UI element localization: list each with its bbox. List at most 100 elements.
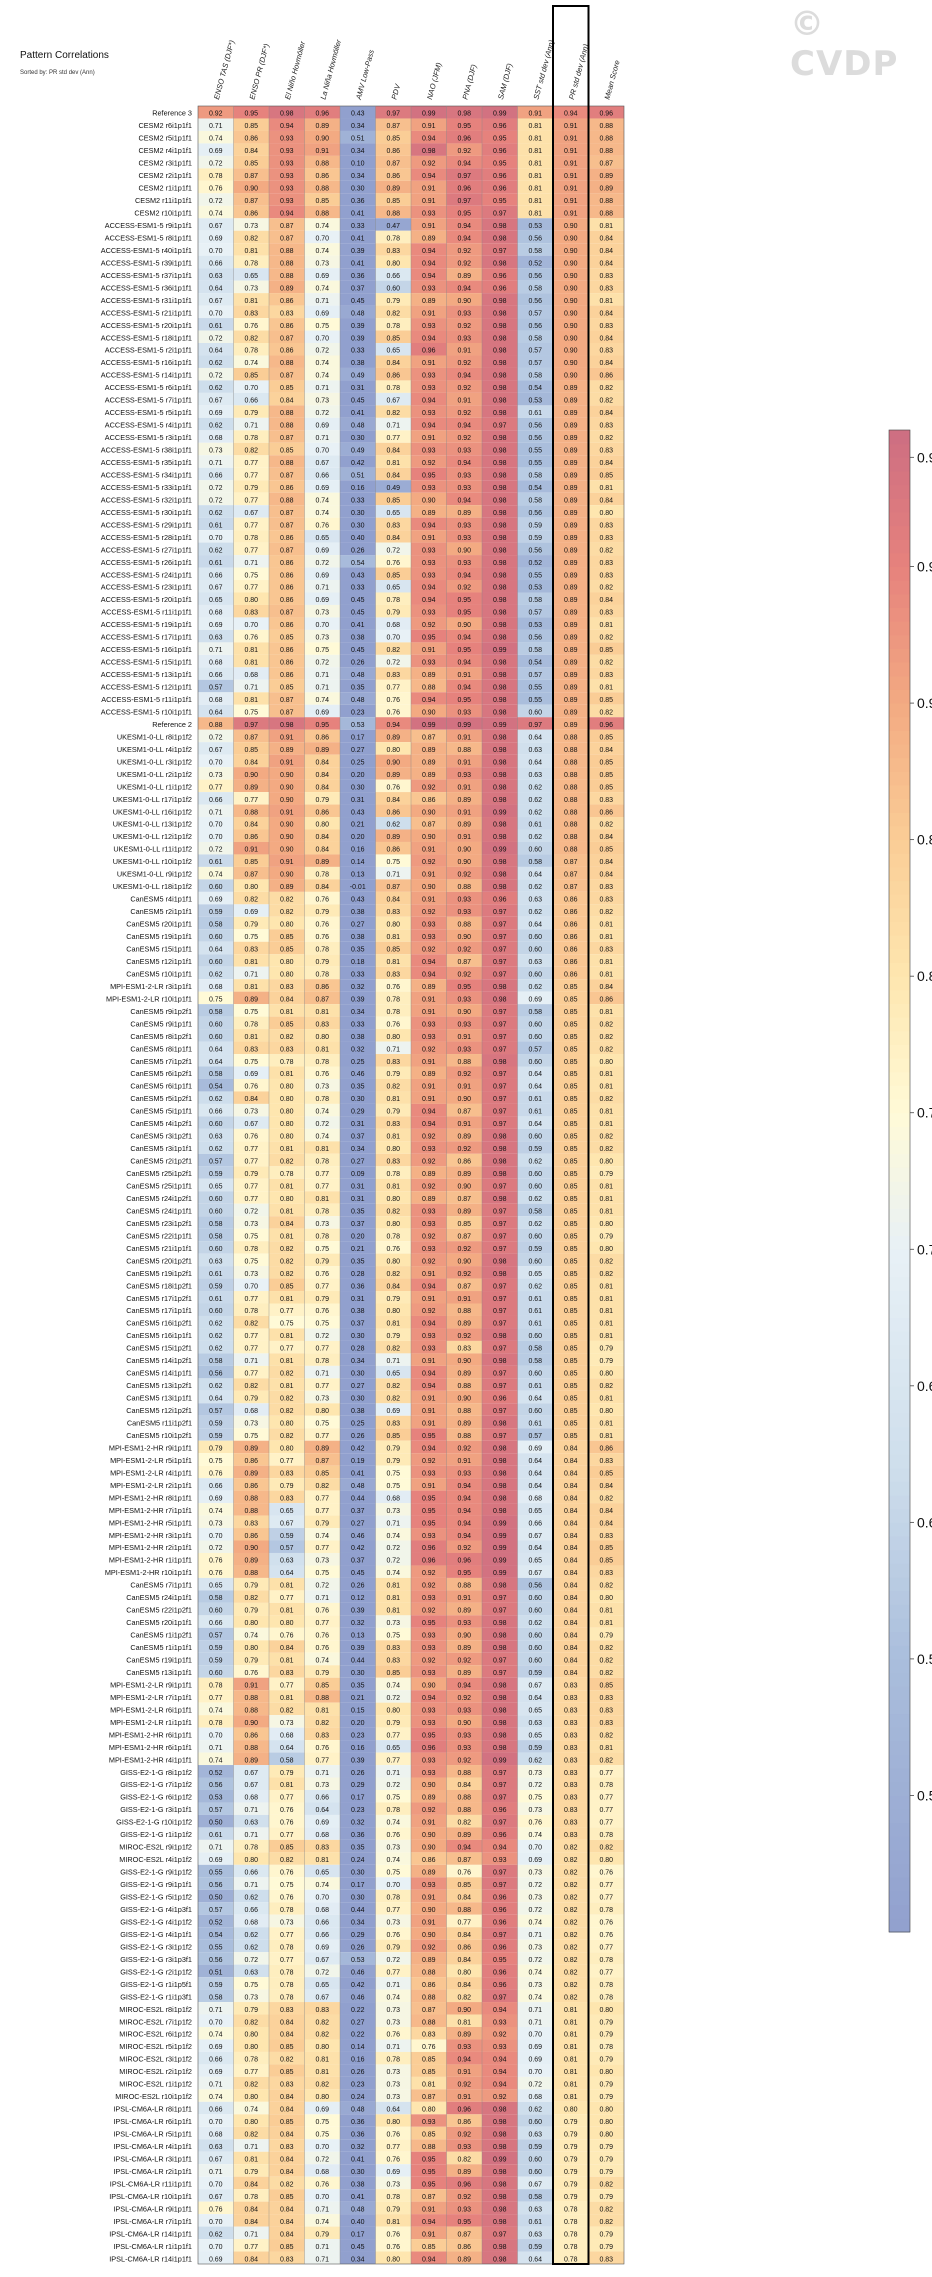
heatmap-cell [375, 143, 411, 156]
heatmap-cell [375, 193, 411, 206]
cell-value: 0.84 [599, 984, 613, 991]
heatmap-cell [269, 218, 305, 231]
heatmap-cell [553, 1690, 589, 1703]
cell-value: 0.80 [315, 1034, 329, 1041]
heatmap-cell [375, 1478, 411, 1491]
cell-value: 0.89 [315, 747, 329, 754]
cell-value: 0.74 [209, 211, 223, 218]
cell-value: 0.92 [422, 1807, 436, 1814]
heatmap-cell [198, 2076, 234, 2090]
cell-value: 0.95 [422, 1620, 436, 1627]
cell-value: 0.81 [244, 959, 258, 966]
heatmap-cell [233, 854, 269, 867]
heatmap-cell [340, 230, 376, 244]
heatmap-cell [198, 1465, 234, 1479]
heatmap-cell [340, 1128, 376, 1142]
cell-value: 0.84 [564, 1508, 578, 1515]
cell-value: 0.64 [209, 348, 223, 355]
heatmap-cell [340, 2114, 376, 2127]
heatmap-cell [553, 343, 589, 356]
cell-value: 0.91 [422, 996, 436, 1003]
cell-value: 0.74 [209, 2094, 223, 2101]
cell-value: 0.92 [457, 1071, 471, 1078]
heatmap-cell [517, 991, 553, 1005]
heatmap-cell [588, 1004, 624, 1017]
cell-value: 0.79 [386, 2206, 400, 2213]
heatmap-cell [588, 1540, 624, 1553]
cell-value: 0.48 [351, 672, 365, 679]
cell-value: 0.79 [599, 2082, 613, 2089]
cell-value: 0.99 [493, 847, 507, 854]
heatmap-cell [553, 1702, 589, 1716]
heatmap-cell [446, 729, 482, 743]
cell-value: 0.84 [599, 310, 613, 317]
row-label: CanESM5 r20i1p1f1 [126, 920, 192, 929]
heatmap-cell [375, 1989, 411, 2003]
heatmap-cell [553, 1789, 589, 1803]
row-label: MPI-ESM1-2-HR r6i1p1f1 [109, 1730, 192, 1739]
cell-value: 0.68 [209, 610, 223, 617]
row-label: ACCESS-ESM1-5 r16i1p1f1 [101, 645, 192, 654]
heatmap-cell [304, 1552, 340, 1566]
cell-value: 0.98 [493, 335, 507, 342]
cell-value: 0.93 [457, 522, 471, 529]
cell-value: 0.81 [315, 1146, 329, 1153]
heatmap-cell [482, 1378, 518, 1391]
cell-value: 0.98 [493, 1732, 507, 1739]
cell-value: 0.95 [493, 161, 507, 168]
cell-value: 0.97 [493, 922, 507, 929]
heatmap-cell [304, 230, 340, 244]
cell-value: 0.82 [599, 635, 613, 642]
colorbar-segment [889, 1850, 910, 1865]
cell-value: 0.62 [244, 1932, 258, 1939]
cell-value: 0.94 [457, 1483, 471, 1490]
cell-value: 0.89 [386, 772, 400, 779]
cell-value: 0.60 [209, 1196, 223, 1203]
cell-value: 0.86 [280, 535, 294, 542]
cell-value: 0.80 [280, 1084, 294, 1091]
heatmap-cell [233, 1552, 269, 1566]
row-label: ACCESS-ESM1-5 r11i1p1f1 [101, 608, 192, 617]
cell-value: 0.83 [244, 610, 258, 617]
cell-value: 0.81 [280, 1208, 294, 1215]
cell-value: 0.79 [386, 1109, 400, 1116]
cell-value: 0.58 [209, 1009, 223, 1016]
heatmap-cell [411, 1353, 447, 1366]
cell-value: 0.35 [351, 1845, 365, 1852]
heatmap-cell [269, 1378, 305, 1391]
heatmap-cell [233, 604, 269, 618]
heatmap-cell [553, 1041, 589, 1055]
cell-value: 0.82 [244, 1595, 258, 1602]
heatmap-cell [304, 2051, 340, 2065]
heatmap-cell [517, 792, 553, 805]
heatmap-cell [411, 2151, 447, 2165]
heatmap-cell [340, 1016, 376, 1030]
cell-value: 0.85 [315, 1470, 329, 1477]
heatmap-cell [233, 779, 269, 793]
cell-value: 0.73 [386, 2007, 400, 2014]
cell-value: 0.90 [564, 335, 578, 342]
heatmap-cell [553, 2189, 589, 2202]
cell-value: 0.91 [280, 734, 294, 741]
cell-value: 0.83 [599, 522, 613, 529]
cell-value: 0.94 [422, 1445, 436, 1452]
heatmap-cell [482, 205, 518, 219]
heatmap-cell [233, 1802, 269, 1815]
heatmap-cell [198, 1378, 234, 1391]
cell-value: 0.99 [422, 111, 436, 118]
cell-value: 0.92 [457, 1333, 471, 1340]
heatmap-cell [482, 580, 518, 593]
heatmap-cell [198, 2039, 234, 2052]
heatmap-cell [517, 305, 553, 319]
heatmap-cell [233, 2064, 269, 2077]
cell-value: 0.93 [422, 610, 436, 617]
heatmap-cell [588, 1602, 624, 1616]
cell-value: 0.76 [315, 922, 329, 929]
cell-value: 0.82 [599, 1658, 613, 1665]
heatmap-cell [304, 318, 340, 331]
cell-value: 0.20 [351, 1720, 365, 1727]
cell-value: 0.31 [351, 797, 365, 804]
cell-value: 0.83 [244, 946, 258, 953]
cell-value: 0.93 [280, 148, 294, 155]
cell-value: 0.82 [386, 1271, 400, 1278]
